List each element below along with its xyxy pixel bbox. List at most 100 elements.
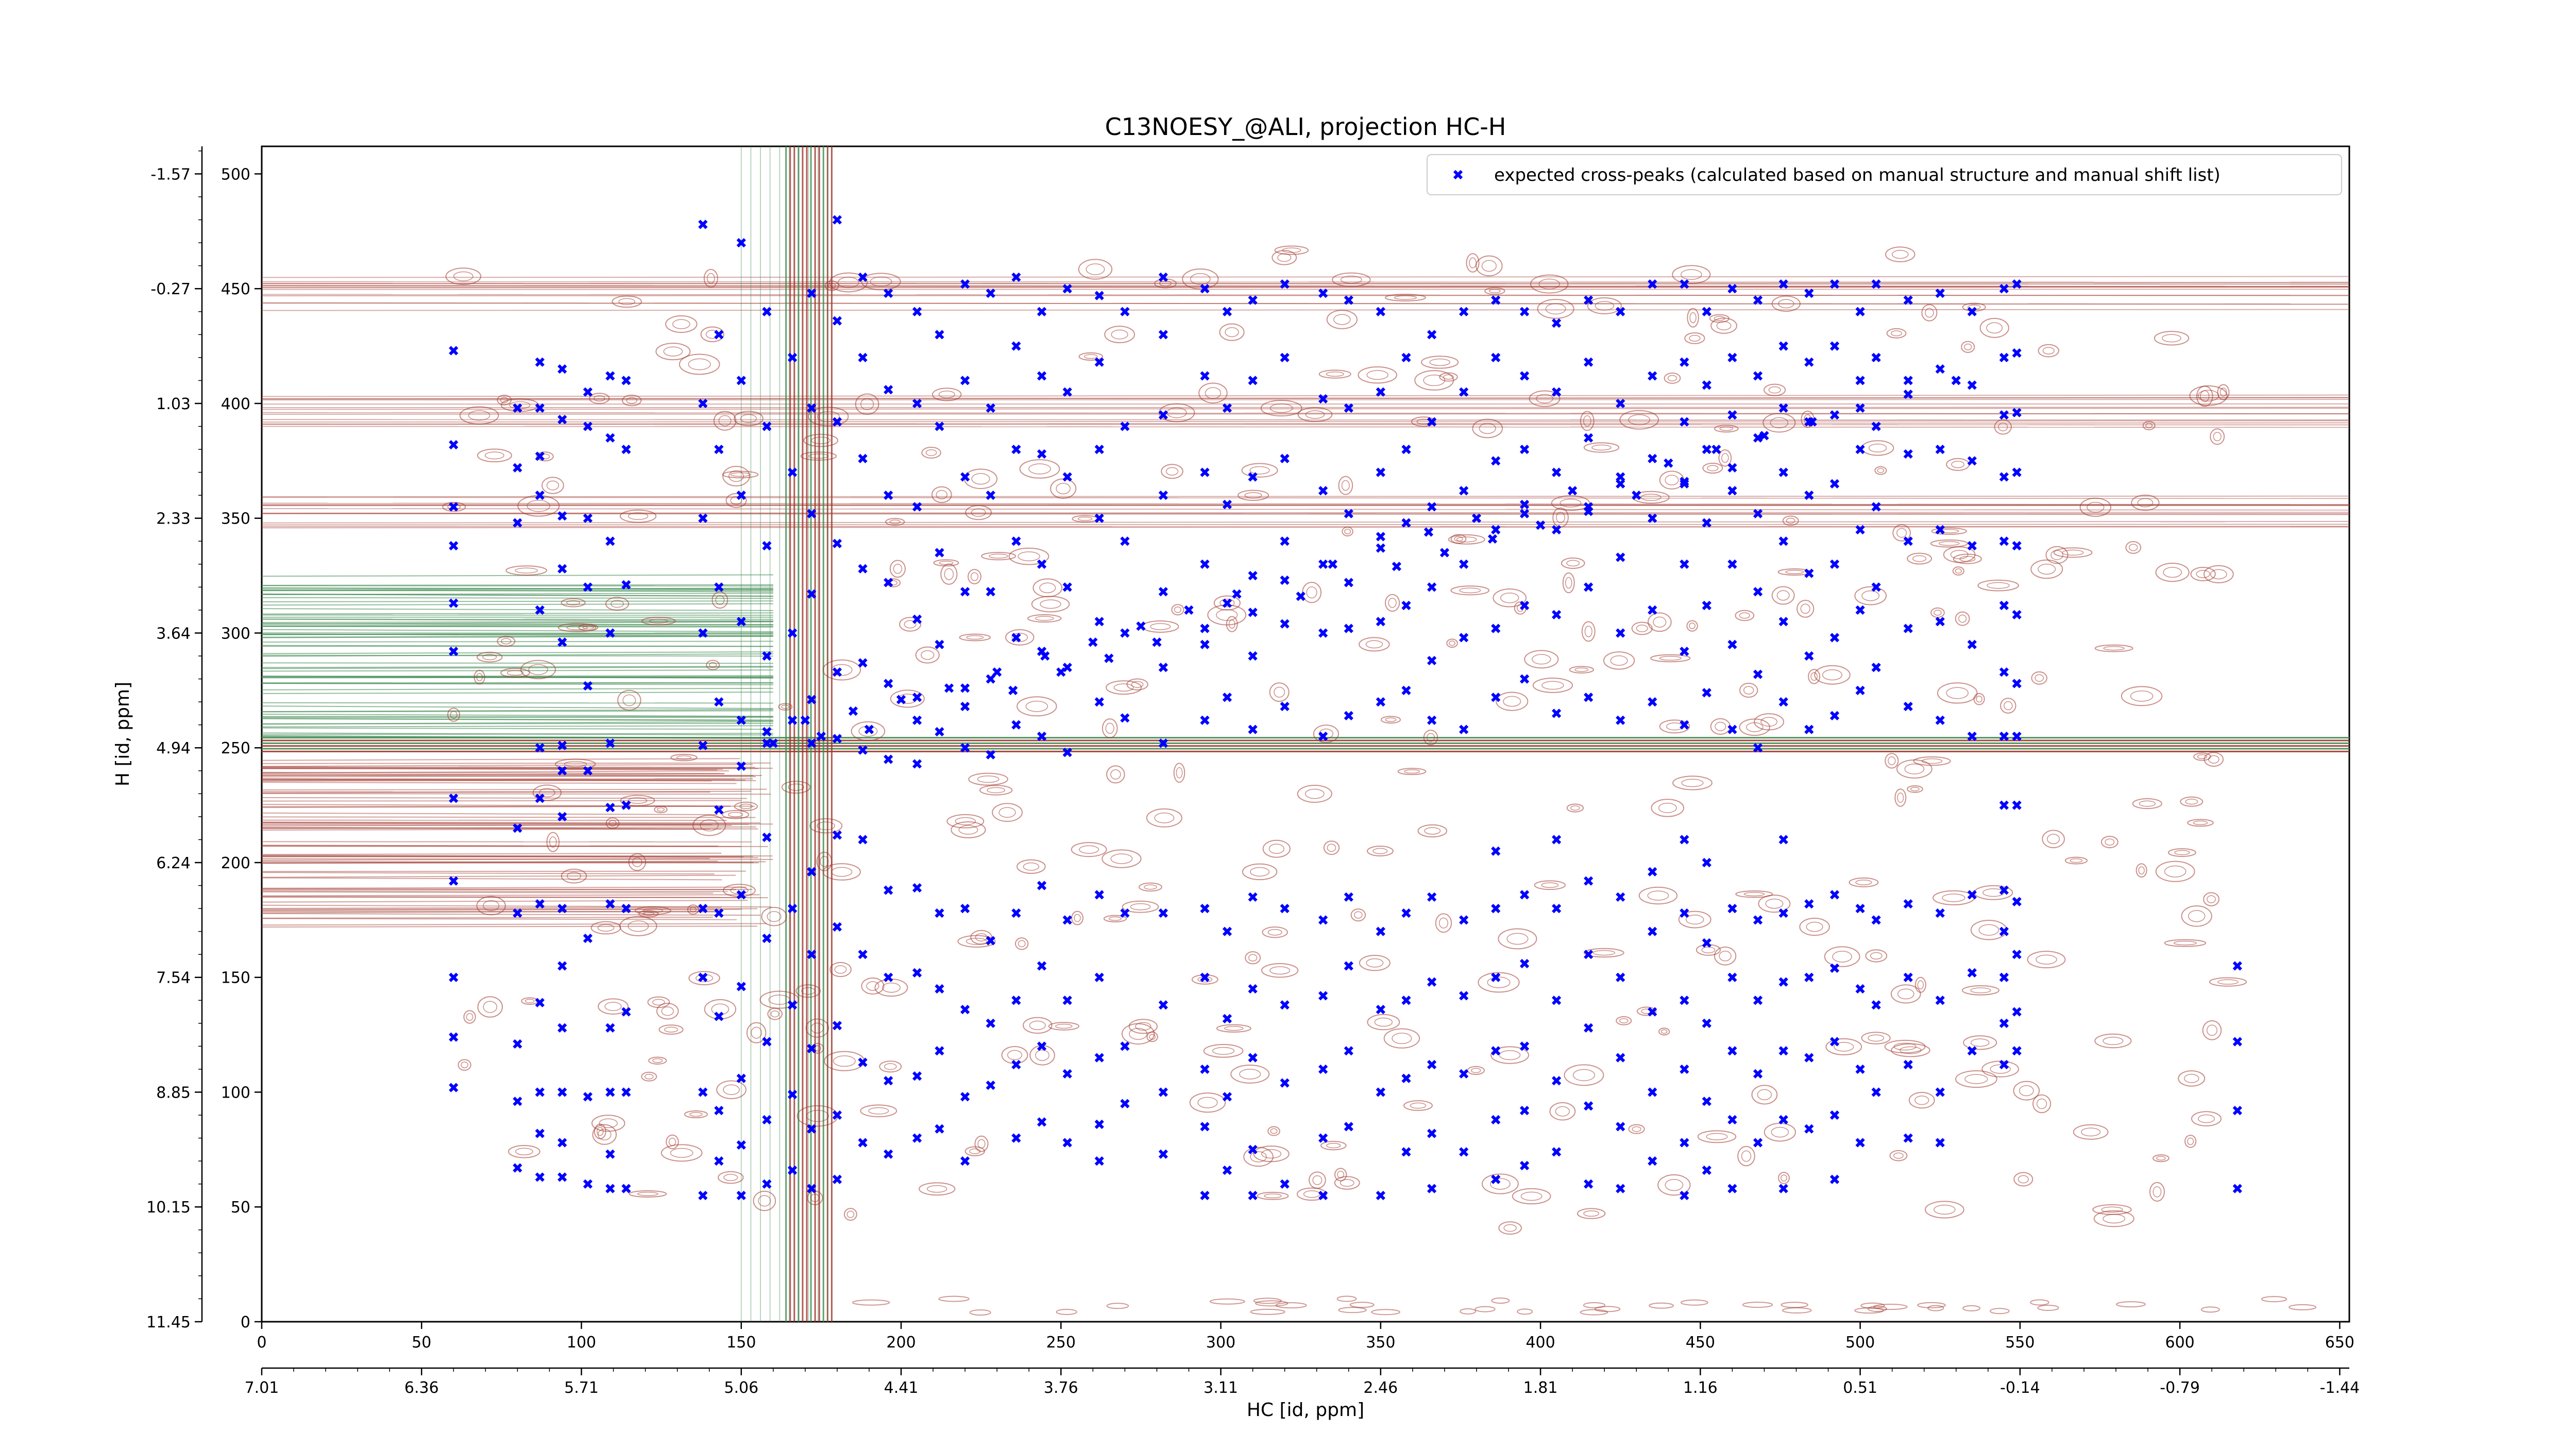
peak-contour — [652, 1058, 663, 1063]
peak-contour — [1146, 808, 1182, 828]
peak-contour — [2100, 836, 2119, 849]
peak-contour — [1154, 812, 1175, 823]
peak-contour — [1891, 250, 1909, 259]
peak-contour — [889, 519, 901, 525]
peak-contour — [1040, 599, 1061, 609]
spectrum-red-contour — [262, 779, 745, 782]
peak-contour — [715, 595, 725, 605]
peak-contour — [2079, 497, 2112, 517]
peak-contour — [590, 921, 621, 935]
peak-contour — [1908, 1091, 1935, 1109]
peak-contour — [1466, 253, 1480, 273]
cross-peak-marker — [1519, 444, 1530, 454]
peak-contour — [483, 900, 500, 912]
cross-peak-marker — [1804, 491, 1814, 500]
peak-contour — [801, 987, 816, 995]
peak-contour — [2164, 865, 2187, 878]
x-tick-label: 150 — [726, 1334, 756, 1352]
cross-peak-marker — [858, 745, 868, 755]
peak-contour — [561, 868, 587, 884]
peak-contour — [1583, 1210, 1600, 1217]
cross-peak-marker — [1376, 617, 1385, 627]
cross-peak-marker — [1401, 444, 1411, 454]
cross-peak-marker — [583, 387, 593, 397]
peak-contour — [2073, 1124, 2109, 1140]
peak-contour — [1454, 536, 1463, 542]
peak-contour — [1007, 1050, 1023, 1060]
cross-peak-marker — [736, 617, 746, 627]
peak-contour — [2137, 498, 2154, 508]
cross-peak-marker — [1935, 1087, 1945, 1097]
spectrum-red-contour — [262, 896, 768, 899]
peak-contour — [1338, 1307, 1367, 1313]
peak-contour — [1583, 415, 1591, 427]
cross-peak-marker — [449, 972, 459, 982]
peak-contour — [1689, 334, 1701, 342]
peak-contour — [1741, 1150, 1752, 1162]
peak-contour — [1517, 1308, 1533, 1315]
peak-contour — [1587, 297, 1622, 314]
spectrum-streak — [262, 309, 2349, 311]
cross-peak-marker — [832, 830, 842, 840]
peak-contour — [1500, 593, 1519, 603]
peak-contour — [1108, 916, 1122, 921]
peak-contour — [817, 821, 836, 830]
peak-contour — [1274, 245, 1309, 255]
spectrum-red-contour — [262, 846, 741, 847]
peak-contour — [578, 624, 599, 631]
cross-peak-marker — [1680, 479, 1689, 489]
cross-peak-marker — [714, 1012, 724, 1021]
peak-contour — [959, 633, 991, 642]
cross-peak-marker — [1062, 387, 1072, 397]
cross-peak-marker — [787, 467, 798, 477]
cross-peak-marker — [1967, 456, 1977, 466]
peak-contour — [2038, 564, 2056, 575]
cross-peak-marker — [535, 1128, 545, 1138]
cross-peak-marker — [1318, 1064, 1328, 1074]
peak-contour — [822, 659, 861, 681]
cross-peak-marker — [1248, 472, 1258, 482]
cross-peak-marker — [1248, 1053, 1258, 1063]
peak-contour — [730, 496, 742, 505]
cross-peak-marker — [1829, 1174, 1840, 1184]
spectrum-red-contour — [262, 913, 760, 916]
peak-contour — [974, 1135, 989, 1152]
peak-contour — [957, 935, 996, 948]
peak-contour — [1446, 638, 1458, 648]
peak-contour — [753, 1190, 776, 1211]
cross-peak-marker — [1778, 536, 1788, 546]
peak-contour — [665, 315, 698, 333]
peak-contour — [1873, 1304, 1908, 1310]
spectrum-green-contour — [262, 705, 773, 709]
peak-contour — [846, 1210, 855, 1218]
cross-peak-marker — [1753, 371, 1763, 381]
cross-peak-marker — [513, 823, 522, 833]
cross-peak-marker — [449, 1032, 459, 1042]
cross-peak-marker — [1753, 669, 1763, 679]
peak-contour — [700, 819, 719, 832]
cross-peak-marker — [1401, 518, 1411, 528]
cross-peak-marker — [832, 538, 842, 548]
cross-peak-marker — [1011, 272, 1021, 282]
spectrum-green-contour — [262, 653, 773, 657]
peak-contour — [2217, 384, 2230, 400]
cross-peak-marker — [1318, 486, 1328, 496]
cross-peak-marker — [1280, 1078, 1290, 1088]
cross-peak-marker — [1967, 968, 1977, 978]
cross-peak-marker — [787, 903, 798, 914]
cross-peak-marker — [1759, 431, 1769, 441]
peak-contour — [1312, 1175, 1323, 1185]
peak-contour — [1665, 1179, 1684, 1191]
peak-contour — [1367, 1014, 1400, 1031]
cross-peak-marker — [858, 272, 868, 282]
peak-contour — [1380, 716, 1401, 724]
peak-contour — [1216, 1024, 1251, 1033]
peak-contour — [1896, 528, 1907, 538]
cross-peak-marker — [1680, 908, 1689, 918]
peak-contour — [1366, 370, 1388, 380]
peak-contour — [1778, 1172, 1790, 1184]
peak-contour — [1868, 1034, 1885, 1042]
peak-contour — [817, 411, 840, 423]
peak-contour — [1963, 1035, 1997, 1050]
cross-peak-marker — [1935, 364, 1945, 374]
